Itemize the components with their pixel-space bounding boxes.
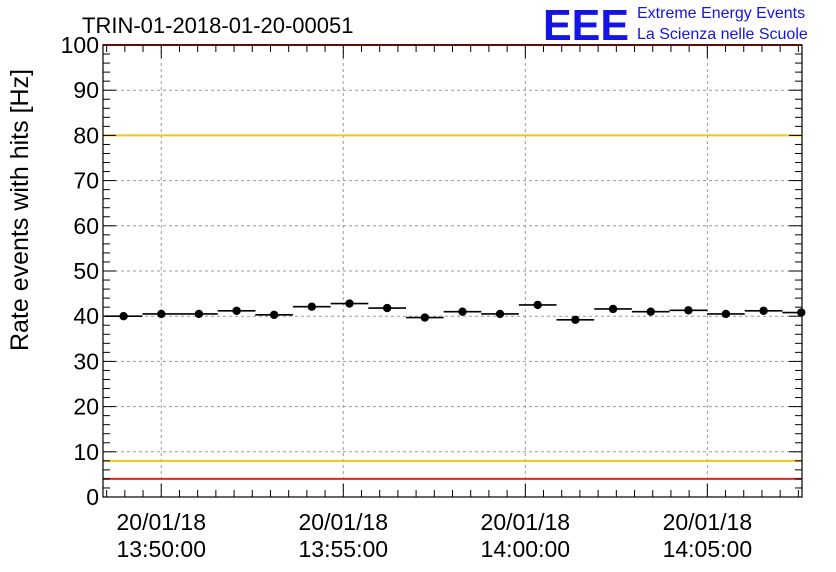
axes: 010203040506070809010020/01/1813:50:0020…	[61, 32, 803, 562]
chart-title: TRIN-01-2018-01-20-00051	[82, 13, 354, 38]
x-tick-time-label: 13:55:00	[299, 536, 389, 562]
x-tick-time-label: 13:50:00	[116, 536, 206, 562]
data-point	[684, 306, 693, 315]
logo-mark: EEE	[543, 1, 629, 50]
data-point	[382, 303, 392, 313]
x-tick-date-label: 20/01/18	[663, 509, 753, 535]
data-point	[571, 315, 580, 325]
y-tick-label: 60	[73, 213, 99, 239]
data-point	[797, 308, 806, 317]
data-point	[194, 309, 204, 319]
logo-line-2: La Scienza nelle Scuole	[637, 26, 808, 43]
data-point	[608, 304, 618, 314]
x-tick-date-label: 20/01/18	[116, 509, 206, 535]
data-point	[759, 306, 768, 315]
data-point	[232, 306, 241, 315]
y-tick-label: 40	[73, 303, 99, 329]
eee-logo: EEE Extreme Energy Events La Scienza nel…	[543, 1, 808, 50]
y-tick-label: 10	[73, 439, 99, 465]
x-tick-date-label: 20/01/18	[481, 509, 571, 535]
data-point	[269, 310, 279, 320]
y-tick-label: 0	[86, 484, 99, 510]
data-point	[458, 307, 467, 316]
x-tick-date-label: 20/01/18	[299, 509, 389, 535]
data-point	[119, 312, 128, 321]
grid	[103, 45, 802, 497]
x-tick-time-label: 14:05:00	[663, 536, 753, 562]
y-tick-label: 20	[73, 394, 99, 420]
data-point	[646, 307, 655, 316]
data-point	[721, 309, 731, 319]
y-tick-label: 90	[73, 77, 99, 103]
reference-lines	[103, 44, 802, 480]
x-tick-time-label: 14:00:00	[481, 536, 571, 562]
y-tick-label: 100	[61, 32, 99, 58]
y-tick-label: 30	[73, 348, 99, 374]
y-tick-label: 70	[73, 168, 99, 194]
logo-line-1: Extreme Energy Events	[637, 5, 805, 22]
data-point	[495, 309, 505, 319]
data-point	[533, 300, 542, 310]
y-tick-label: 50	[73, 258, 99, 284]
y-tick-label: 80	[73, 122, 99, 148]
data-point	[307, 302, 316, 311]
data-point	[157, 309, 166, 319]
data-point	[345, 299, 354, 308]
data-point	[420, 313, 430, 322]
y-axis-label: Rate events with hits [Hz]	[6, 69, 34, 351]
data-series	[104, 299, 806, 325]
